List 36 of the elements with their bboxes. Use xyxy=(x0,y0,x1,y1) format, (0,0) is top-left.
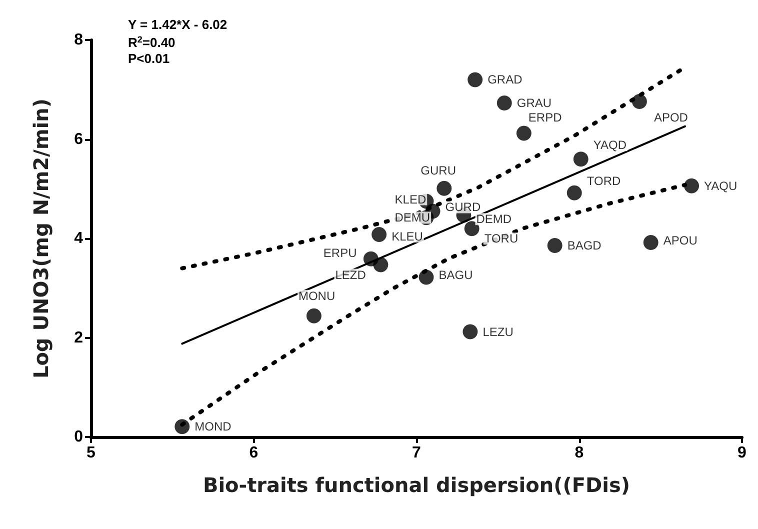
y-tick-label: 4 xyxy=(74,230,84,247)
data-label: TORU xyxy=(484,232,518,246)
y-tick-label: 6 xyxy=(74,130,84,148)
data-label: BAGD xyxy=(567,238,602,252)
data-label: GRAD xyxy=(488,72,523,87)
data-label: ERPU xyxy=(323,246,357,260)
data-label: TORD xyxy=(586,174,621,188)
data-label: DEMU xyxy=(394,210,430,225)
data-label: YAQD xyxy=(593,138,627,152)
x-tick-label: 8 xyxy=(574,444,584,462)
x-axis-title: Bio-traits functional dispersion((FDis) xyxy=(202,473,630,497)
x-tick-label: 5 xyxy=(86,444,96,462)
data-label: GURD xyxy=(445,200,481,214)
text: Y = 1.42*X - 6.02 xyxy=(128,17,228,32)
y-tick-label: 2 xyxy=(74,329,84,346)
data-label: KLEU xyxy=(392,230,423,244)
data-label: YAQU xyxy=(704,178,738,193)
data-label: LEZU xyxy=(482,324,514,339)
y-tick-label: 8 xyxy=(74,32,84,48)
data-label: MOND xyxy=(194,420,232,434)
data-label: APOD xyxy=(654,110,688,125)
data-label: ERPD xyxy=(528,110,562,124)
data-label: DEMD xyxy=(476,212,512,226)
data-label: GRAU xyxy=(516,96,552,110)
x-tick-label: 9 xyxy=(738,444,747,462)
data-label: KLED xyxy=(394,192,426,206)
x-tick-label: 7 xyxy=(412,444,422,462)
annotation: P<0.01 xyxy=(128,51,170,66)
y-tick-label: 0 xyxy=(74,428,84,446)
data-label: GURU xyxy=(420,163,456,178)
y-axis-title: Log UNO3(mg N/m2/min) xyxy=(29,98,53,379)
data-label: MONU xyxy=(298,288,336,303)
data-label: APOU xyxy=(663,233,698,248)
data-label: BAGU xyxy=(438,268,473,282)
x-tick-label: 6 xyxy=(249,444,258,462)
data-label: LEZD xyxy=(335,268,366,282)
